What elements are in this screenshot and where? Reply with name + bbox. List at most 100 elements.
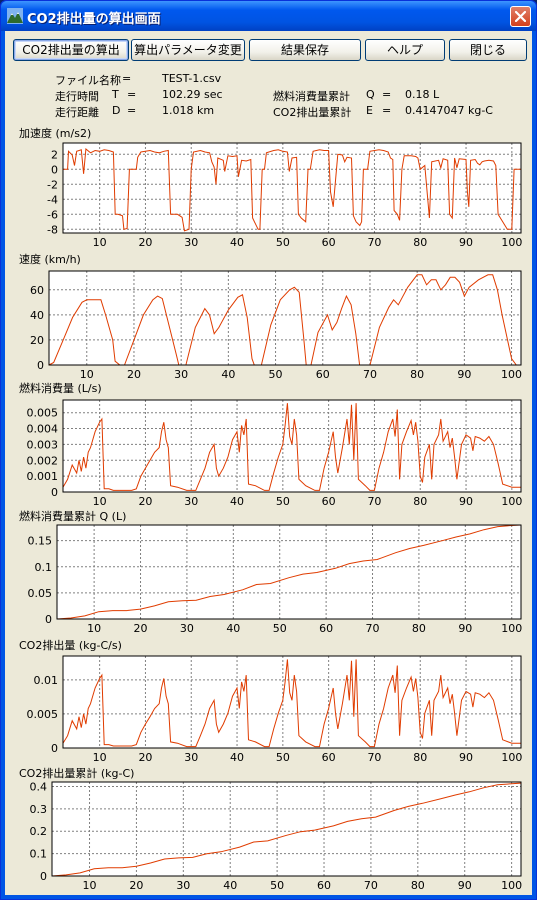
x-tick-label: 90 [458, 622, 472, 635]
x-tick-label: 100 [501, 236, 522, 249]
y-tick-label: 0.4 [30, 780, 48, 793]
fuel-cumulative-chart-title: 燃料消費量累計 Q (L) [19, 510, 127, 523]
x-tick-label: 50 [270, 879, 284, 892]
x-tick-label: 70 [367, 751, 381, 764]
x-tick-label: 40 [230, 495, 244, 508]
y-tick-label: 0 [37, 359, 44, 372]
y-tick-label: 60 [30, 284, 44, 297]
x-tick-label: 90 [458, 879, 472, 892]
x-tick-label: 40 [230, 751, 244, 764]
plot-frame [56, 524, 522, 620]
x-tick-label: 30 [184, 236, 198, 249]
x-tick-label: 30 [184, 751, 198, 764]
x-tick-label: 80 [413, 495, 427, 508]
x-tick-label: 60 [316, 368, 330, 381]
title-bar[interactable]: CO2排出量の算出画面 [1, 1, 536, 31]
x-tick-label: 50 [276, 495, 290, 508]
series-line [51, 782, 522, 877]
travel-time-symbol: T [112, 88, 119, 101]
travel-distance-symbol: D [112, 104, 121, 117]
close-button[interactable]: 閉じる [449, 39, 527, 61]
co2-total-value: 0.4147047 kg-C [405, 104, 493, 117]
x-tick-label: 20 [129, 879, 143, 892]
x-tick-label: 80 [413, 236, 427, 249]
save-results-button[interactable]: 結果保存 [249, 39, 361, 61]
x-tick-label: 100 [501, 495, 522, 508]
file-name-value: TEST-1.csv [162, 72, 222, 85]
y-tick-label: 0.001 [27, 470, 59, 483]
x-tick-label: 40 [221, 368, 235, 381]
x-tick-label: 100 [501, 879, 522, 892]
series-line [62, 659, 521, 748]
y-tick-label: 0.1 [30, 848, 48, 861]
x-tick-label: 70 [366, 622, 380, 635]
x-tick-label: 50 [269, 368, 283, 381]
y-tick-label: 0.15 [28, 535, 53, 548]
y-tick-label: 0.2 [30, 825, 48, 838]
x-tick-label: 80 [410, 368, 424, 381]
x-tick-label: 20 [134, 622, 148, 635]
calculate-co2-button[interactable]: CO2排出量の算出 [13, 39, 129, 61]
x-tick-label: 20 [138, 495, 152, 508]
x-tick-label: 80 [411, 879, 425, 892]
x-tick-label: 40 [223, 879, 237, 892]
plot-area [52, 782, 521, 876]
series-line [48, 274, 521, 366]
y-tick-label: -6 [47, 208, 58, 221]
x-tick-label: 10 [83, 879, 97, 892]
x-tick-label: 70 [363, 368, 377, 381]
co2-rate-chart: 10 20 30 40 50 60 70 80 90 100 0 0.005 0.01 [27, 655, 522, 764]
fuel-total-symbol: Q [366, 88, 375, 101]
fuel-rate-chart-title: 燃料消費量 (L/s) [19, 382, 102, 395]
mountain-icon [7, 8, 23, 24]
x-tick-label: 10 [93, 495, 107, 508]
x-tick-label: 80 [412, 622, 426, 635]
y-tick-label: 0.003 [27, 438, 59, 451]
x-tick-label: 70 [364, 879, 378, 892]
x-tick-label: 40 [226, 622, 240, 635]
x-tick-label: 70 [367, 236, 381, 249]
file-name-label: ファイル名称 [55, 74, 121, 87]
plot-frame [62, 655, 522, 749]
co2-cumulative-chart-title: CO2排出量累計 (kg-C) [19, 767, 135, 780]
travel-time-equals: = [127, 88, 137, 101]
plot-area [63, 143, 521, 233]
series-line [63, 148, 521, 232]
x-tick-label: 10 [87, 622, 101, 635]
fuel-total-equals: = [382, 88, 392, 101]
fuel-total-value: 0.18 L [405, 88, 440, 101]
x-tick-label: 90 [457, 368, 471, 381]
y-tick-label: -4 [47, 193, 58, 206]
plot-area [63, 400, 521, 492]
y-tick-label: 0 [51, 742, 58, 755]
x-tick-label: 90 [459, 751, 473, 764]
x-tick-label: 10 [93, 236, 107, 249]
y-tick-label: 40 [30, 309, 44, 322]
fuel-cumulative-chart: 10 20 30 40 50 60 70 80 90 100 0 0.05 0.1 0.15 [28, 524, 522, 635]
x-tick-label: 30 [184, 495, 198, 508]
travel-distance-equals: = [127, 104, 137, 117]
y-tick-label: 0.05 [28, 587, 53, 600]
acceleration-chart-title: 加速度 (m/s2) [19, 127, 92, 140]
help-button[interactable]: ヘルプ [365, 39, 445, 61]
y-tick-label: 0.005 [27, 708, 59, 721]
y-tick-label: 0.1 [35, 561, 53, 574]
x-tick-label: 100 [501, 751, 522, 764]
y-tick-label: 0.005 [27, 407, 59, 420]
file-name-equals: = [122, 72, 132, 85]
x-tick-label: 30 [174, 368, 188, 381]
window-close-button[interactable] [510, 6, 531, 27]
client-area: CO2排出量の算出 算出パラメータ変更 結果保存 ヘルプ 閉じる ファイル名称 … [5, 31, 532, 895]
x-tick-label: 50 [276, 751, 290, 764]
x-tick-label: 60 [319, 622, 333, 635]
x-tick-label: 30 [176, 879, 190, 892]
fuel-total-label: 燃料消費量累計 [273, 90, 350, 103]
x-tick-label: 60 [322, 751, 336, 764]
x-tick-label: 10 [80, 368, 94, 381]
x-tick-label: 30 [180, 622, 194, 635]
change-parameters-button[interactable]: 算出パラメータ変更 [131, 39, 245, 61]
fuel-rate-chart: 10 20 30 40 50 60 70 80 90 100 0 0.001 0.002 0.003 0.0… [27, 399, 522, 508]
speed-chart: 10 20 30 40 50 60 70 80 90 100 0 20 40 60 [30, 270, 522, 381]
